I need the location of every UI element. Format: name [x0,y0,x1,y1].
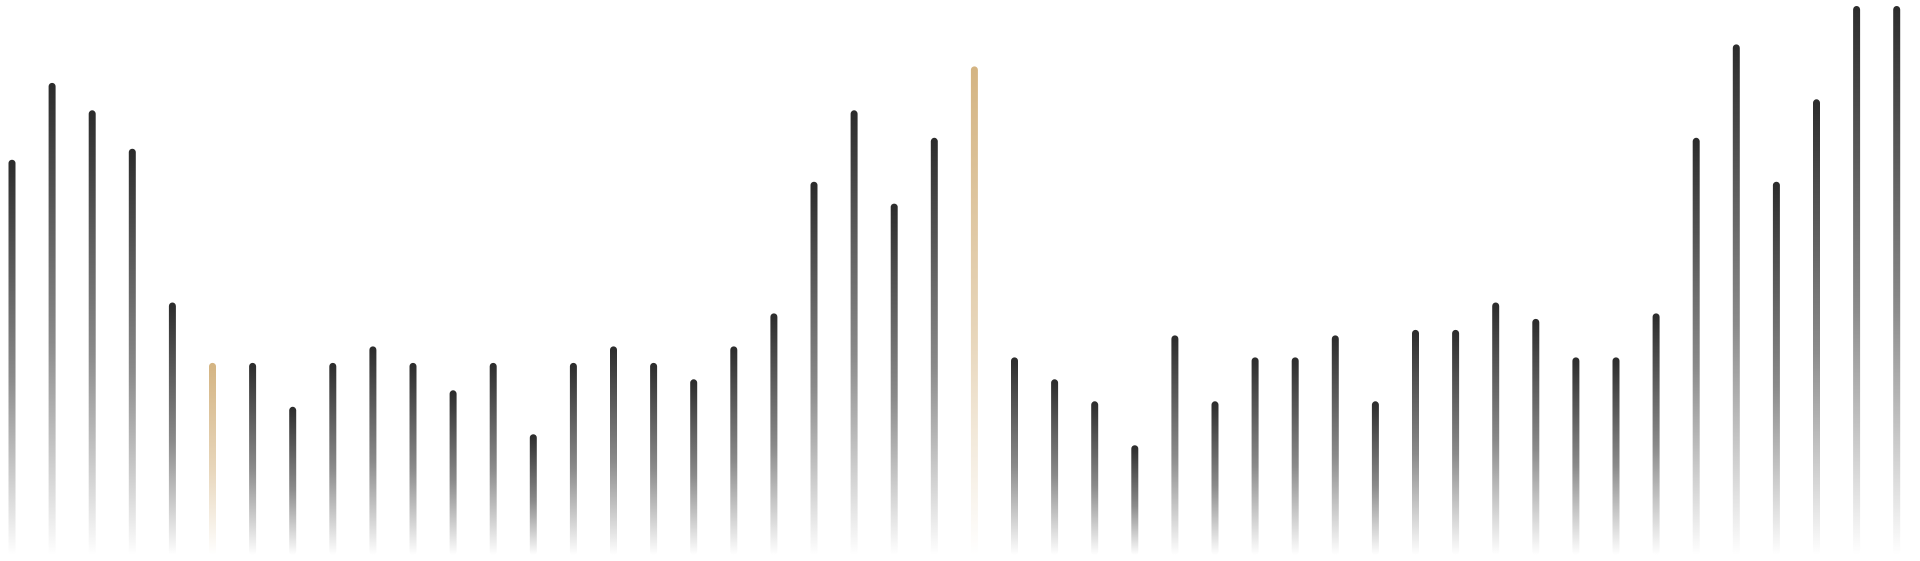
bar [930,137,938,556]
bar [890,203,898,555]
bar [128,148,136,555]
bar [1532,318,1540,555]
bar [1692,137,1700,556]
bar [810,181,818,555]
bar [369,346,377,555]
bar [1371,401,1379,555]
bar [1412,329,1419,555]
bar [1772,181,1780,555]
bar [1732,44,1740,556]
bar [449,390,457,555]
bar [1652,313,1660,555]
bar-highlighted [209,362,216,555]
bar [1331,335,1339,555]
bar [529,434,537,555]
bar [850,110,858,556]
bar [1492,302,1500,555]
bar [489,362,497,555]
bars-group [8,6,1901,556]
bar [168,302,176,555]
bar [569,362,577,555]
bar [1051,379,1059,555]
bar [1853,6,1861,555]
bar [730,346,738,555]
bar [249,362,257,555]
bar [1251,357,1259,555]
bar [650,362,658,555]
bar [1011,357,1018,555]
bar [1572,357,1580,555]
bar [48,82,56,556]
bar-highlighted [970,66,978,556]
bar [1291,357,1299,555]
bar [289,406,297,555]
bar [770,313,778,555]
bar [1211,401,1219,555]
bar [1091,401,1099,555]
bar [1131,445,1139,555]
bar [1612,357,1620,555]
bar [8,159,16,555]
bar [409,362,417,555]
bar [610,346,617,555]
bar [1452,329,1460,555]
bar [1171,335,1179,555]
bar [1813,99,1820,556]
bar [690,379,698,555]
bar [329,362,337,555]
bar [88,110,96,556]
bar [1893,6,1901,555]
